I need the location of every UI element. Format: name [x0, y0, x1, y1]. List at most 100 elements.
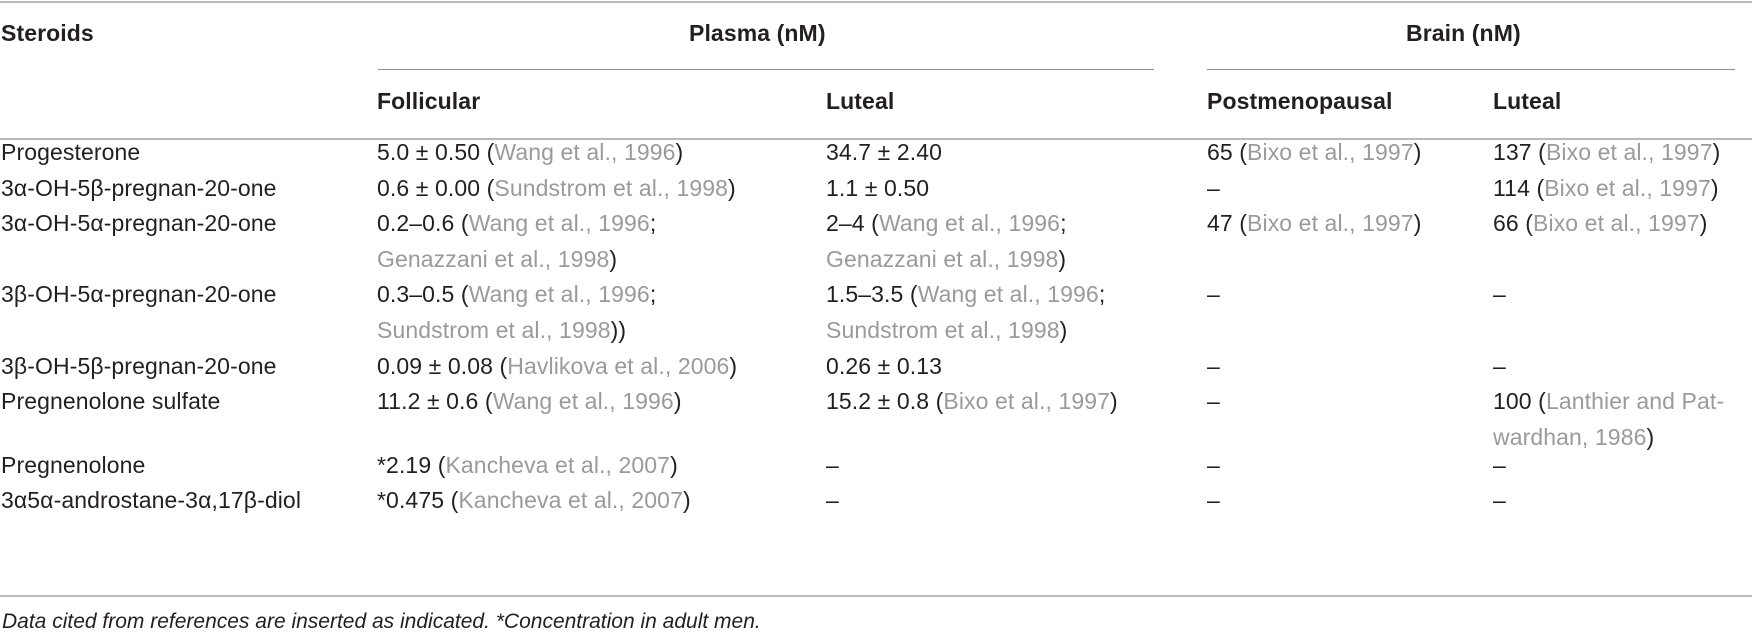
header-brain-luteal: Luteal: [1493, 88, 1562, 114]
cell-value-text: ): [675, 139, 684, 165]
cell-plasma-follicular: 0.09 ± 0.08 (Havlikova et al., 2006): [377, 347, 737, 385]
reference-link[interactable]: Bixo et al., 1997: [1247, 210, 1414, 236]
reference-link[interactable]: Havlikova et al., 2006: [507, 353, 730, 379]
cell-steroid-name: Pregnenolone: [1, 452, 146, 478]
reference-link[interactable]: Sundstrom et al., 1998: [494, 175, 729, 201]
plasma-group-rule: [378, 69, 1154, 70]
reference-link[interactable]: Wang et al., 1996: [917, 281, 1099, 307]
reference-link[interactable]: Bixo et al., 1997: [1545, 139, 1713, 165]
cell-value-text: ): [728, 175, 736, 201]
header-plasma-follicular: Follicular: [377, 88, 481, 114]
cell-value-text: –: [1493, 353, 1506, 379]
cell-plasma-follicular: 0.2–0.6 (Wang et al., 1996;: [377, 204, 656, 242]
cell-value-text: 1.5–3.5 (: [826, 281, 918, 307]
cell-value-text: –: [1207, 452, 1220, 478]
cell-brain-luteal: –: [1493, 446, 1506, 484]
cell-value-text: ): [1710, 175, 1719, 201]
cell-value-text: 0.2–0.6 (: [377, 210, 469, 236]
cell-plasma-follicular: Sundstrom et al., 1998)): [377, 311, 626, 349]
table-bottom-rule: [0, 595, 1752, 597]
reference-link[interactable]: Bixo et al., 1997: [943, 388, 1111, 414]
cell-plasma-follicular: 0.6 ± 0.00 (Sundstrom et al., 1998): [377, 169, 736, 207]
cell-plasma-luteal: 1.5–3.5 (Wang et al., 1996;: [826, 275, 1105, 313]
reference-link[interactable]: Sundstrom et al., 1998: [377, 316, 611, 343]
cell-brain-postmenopausal: –: [1207, 347, 1220, 385]
reference-link[interactable]: Genazzani et al., 1998: [826, 245, 1059, 272]
cell-value-text: 0.26 ± 0.13: [826, 353, 943, 379]
cell-value-text: ): [1413, 139, 1422, 165]
cell-steroid-name: 3β-OH-5α-pregnan-20-one: [1, 281, 277, 307]
reference-link[interactable]: Wang et al., 1996: [492, 388, 674, 414]
reference-link[interactable]: Bixo et al., 1997: [1544, 175, 1711, 201]
cell-value-text: 34.7 ± 2.40: [826, 139, 943, 165]
cell-brain-postmenopausal: 65 (Bixo et al., 1997): [1207, 133, 1421, 171]
cell-value-text: 15.2 ± 0.8 (: [826, 388, 944, 414]
cell-value-text: 1.1 ± 0.50: [826, 175, 930, 201]
cell-brain-luteal: 100 (Lanthier and Pat-: [1493, 382, 1724, 420]
reference-link[interactable]: wardhan, 1986: [1493, 423, 1647, 450]
cell-value-text: ): [1110, 388, 1118, 414]
cell-value-text: 2–4 (: [826, 210, 879, 236]
cell-value-text: –: [1493, 487, 1506, 513]
cell-value-text: ): [673, 388, 682, 414]
cell-plasma-luteal: 1.1 ± 0.50: [826, 169, 929, 207]
reference-link[interactable]: Kancheva et al., 2007: [445, 452, 671, 478]
reference-link[interactable]: Bixo et al., 1997: [1247, 139, 1414, 165]
header-brain-postmenopausal: Postmenopausal: [1207, 88, 1393, 114]
cell-value-text: *2.19 (: [377, 452, 446, 478]
cell-value-text: ;: [649, 281, 657, 307]
cell-brain-luteal: –: [1493, 347, 1506, 385]
cell-plasma-luteal: 34.7 ± 2.40: [826, 133, 942, 171]
cell-steroid-name: 3β-OH-5β-pregnan-20-one: [1, 353, 277, 379]
cell-value-text: *0.475 (: [377, 487, 459, 513]
cell-steroid-name: 3α5α-androstane-3α,17β-diol: [1, 487, 302, 513]
reference-link[interactable]: Wang et al., 1996: [878, 210, 1061, 236]
cell-brain-postmenopausal: 47 (Bixo et al., 1997): [1207, 204, 1421, 242]
cell-plasma-luteal: –: [826, 446, 839, 484]
cell-brain-luteal: –: [1493, 275, 1506, 313]
cell-plasma-follicular: *0.475 (Kancheva et al., 2007): [377, 481, 691, 519]
cell-value-text: –: [1207, 281, 1220, 307]
cell-value-text: 11.2 ± 0.6 (: [377, 388, 493, 414]
table-top-rule: [0, 1, 1752, 3]
cell-plasma-luteal: 0.26 ± 0.13: [826, 347, 942, 385]
cell-value-text: 0.09 ± 0.08 (: [377, 353, 508, 379]
cell-value-text: ;: [1060, 210, 1067, 236]
cell-plasma-follicular: 5.0 ± 0.50 (Wang et al., 1996): [377, 133, 683, 171]
reference-link[interactable]: Wang et al., 1996: [468, 281, 650, 307]
reference-link[interactable]: Kancheva et al., 2007: [458, 487, 683, 513]
cell-value-text: ): [682, 487, 691, 513]
header-steroids: Steroids: [1, 20, 94, 46]
cell-value-text: ): [670, 452, 678, 478]
header-plasma: Plasma (nM): [689, 20, 826, 46]
cell-brain-postmenopausal: –: [1207, 382, 1220, 420]
cell-value-text: ;: [649, 210, 657, 236]
cell-brain-luteal: –: [1493, 481, 1506, 519]
cell-value-text: –: [826, 487, 839, 513]
cell-plasma-luteal: –: [826, 481, 839, 519]
cell-value-text: 0.3–0.5 (: [377, 281, 469, 307]
reference-link[interactable]: Lanthier and Pat-: [1545, 388, 1725, 414]
cell-value-text: 114 (: [1493, 175, 1545, 201]
cell-plasma-follicular: 11.2 ± 0.6 (Wang et al., 1996): [377, 382, 682, 420]
cell-value-text: ): [1712, 139, 1721, 165]
cell-value-text: 5.0 ± 0.50: [377, 139, 487, 165]
reference-link[interactable]: Genazzani et al., 1998: [377, 245, 610, 272]
cell-value-text: –: [1493, 452, 1506, 478]
cell-brain-postmenopausal: –: [1207, 169, 1220, 207]
cell-value-text: ): [729, 353, 738, 379]
cell-value-text: ): [1413, 210, 1422, 236]
cell-value-text: ;: [1098, 281, 1106, 307]
cell-brain-postmenopausal: –: [1207, 481, 1220, 519]
cell-value-text: –: [826, 452, 839, 478]
cell-brain-luteal: wardhan, 1986): [1493, 418, 1654, 456]
cell-plasma-luteal: 15.2 ± 0.8 (Bixo et al., 1997): [826, 382, 1118, 420]
reference-link[interactable]: Wang et al., 1996: [494, 139, 676, 165]
cell-value-text: 137 (: [1493, 139, 1546, 165]
reference-link[interactable]: Wang et al., 1996: [468, 210, 650, 236]
cell-brain-postmenopausal: –: [1207, 446, 1220, 484]
cell-value-text: –: [1207, 175, 1220, 201]
reference-link[interactable]: Bixo et al., 1997: [1533, 210, 1700, 236]
reference-link[interactable]: Sundstrom et al., 1998: [826, 316, 1060, 343]
brain-group-rule: [1207, 69, 1735, 70]
